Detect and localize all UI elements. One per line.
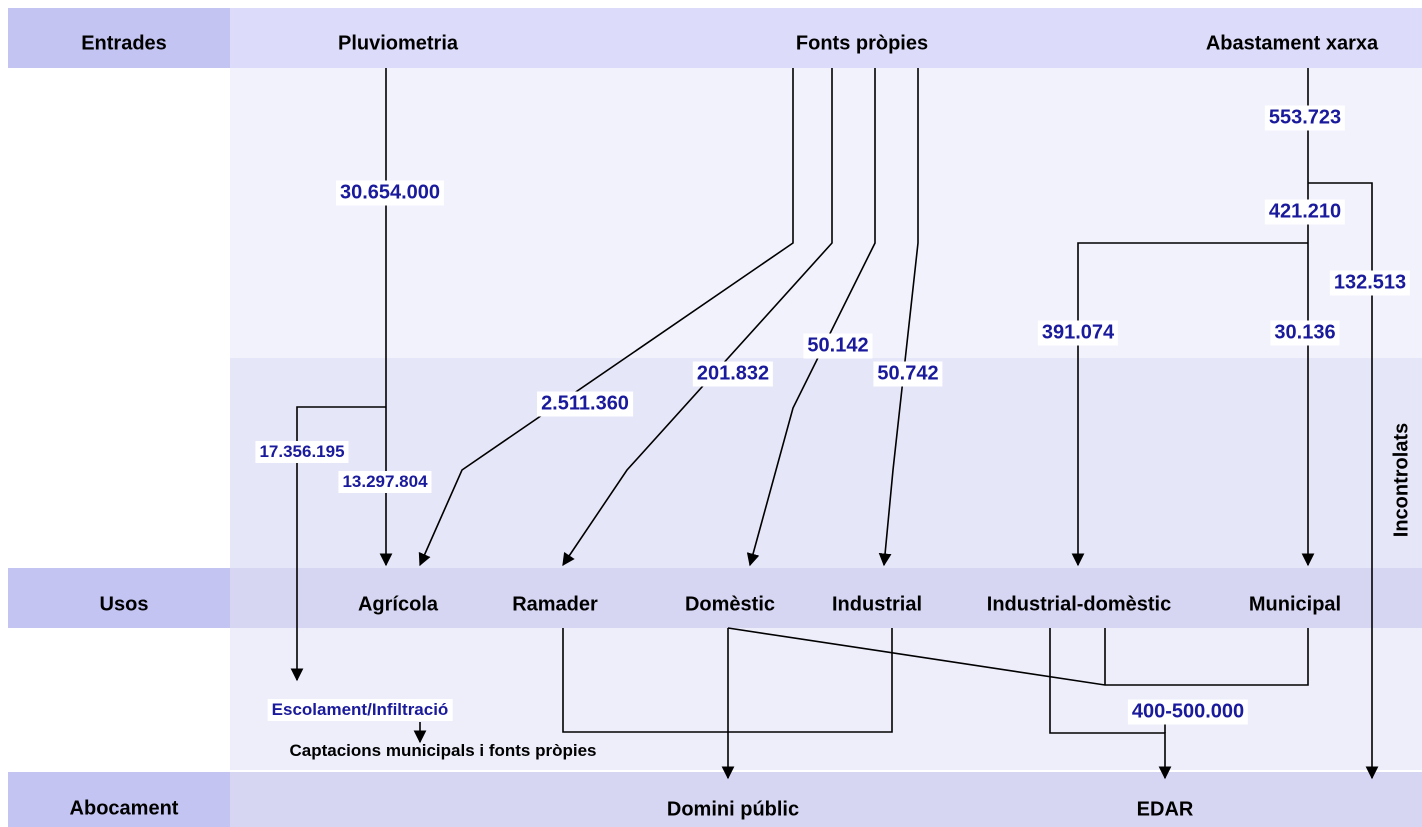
source: Abastament xarxa	[1205, 32, 1379, 55]
use: Municipal	[1248, 593, 1342, 616]
flow-label: 30.654.000	[335, 180, 445, 206]
use: Agrícola	[357, 593, 439, 616]
row-label: Usos	[99, 593, 149, 616]
flow-label: 50.742	[873, 361, 943, 387]
flow-label: 50.142	[803, 333, 873, 359]
flow-label: 553.723	[1264, 105, 1346, 131]
destination: EDAR	[1136, 798, 1194, 821]
row-label: Abocament	[69, 797, 179, 820]
flow-label: 421.210	[1264, 199, 1346, 225]
inputs-band	[230, 8, 1422, 68]
flow-label: 391.074	[1037, 320, 1119, 346]
uses-band	[230, 568, 1422, 628]
use: Industrial-domèstic	[986, 593, 1172, 616]
flow-band	[230, 358, 1422, 568]
use: Industrial	[831, 593, 923, 616]
header-band	[8, 568, 230, 628]
flow-label: 201.832	[692, 361, 774, 387]
row-label: Entrades	[81, 32, 167, 55]
flow-label: 17.356.195	[255, 441, 349, 463]
flow-label: 30.136	[1270, 320, 1340, 346]
header-band	[8, 8, 230, 68]
side-label: Incontrolats	[1390, 422, 1413, 538]
header-band	[8, 772, 230, 827]
source: Fonts pròpies	[795, 32, 929, 55]
note: Escolament/Infiltració	[267, 699, 453, 721]
flow-band	[230, 68, 1422, 358]
discharge-band	[230, 772, 1422, 827]
flow-label: 2.511.360	[537, 391, 633, 417]
source: Pluviometria	[337, 32, 459, 55]
use: Ramader	[512, 593, 598, 616]
destination: Domini públic	[666, 798, 800, 821]
flow-label: 400-500.000	[1127, 699, 1249, 725]
use: Domèstic	[684, 593, 776, 616]
flow-label: 132.513	[1329, 270, 1411, 296]
note: Captacions municipals i fonts pròpies	[289, 741, 597, 760]
flow-label: 13.297.804	[338, 471, 432, 493]
